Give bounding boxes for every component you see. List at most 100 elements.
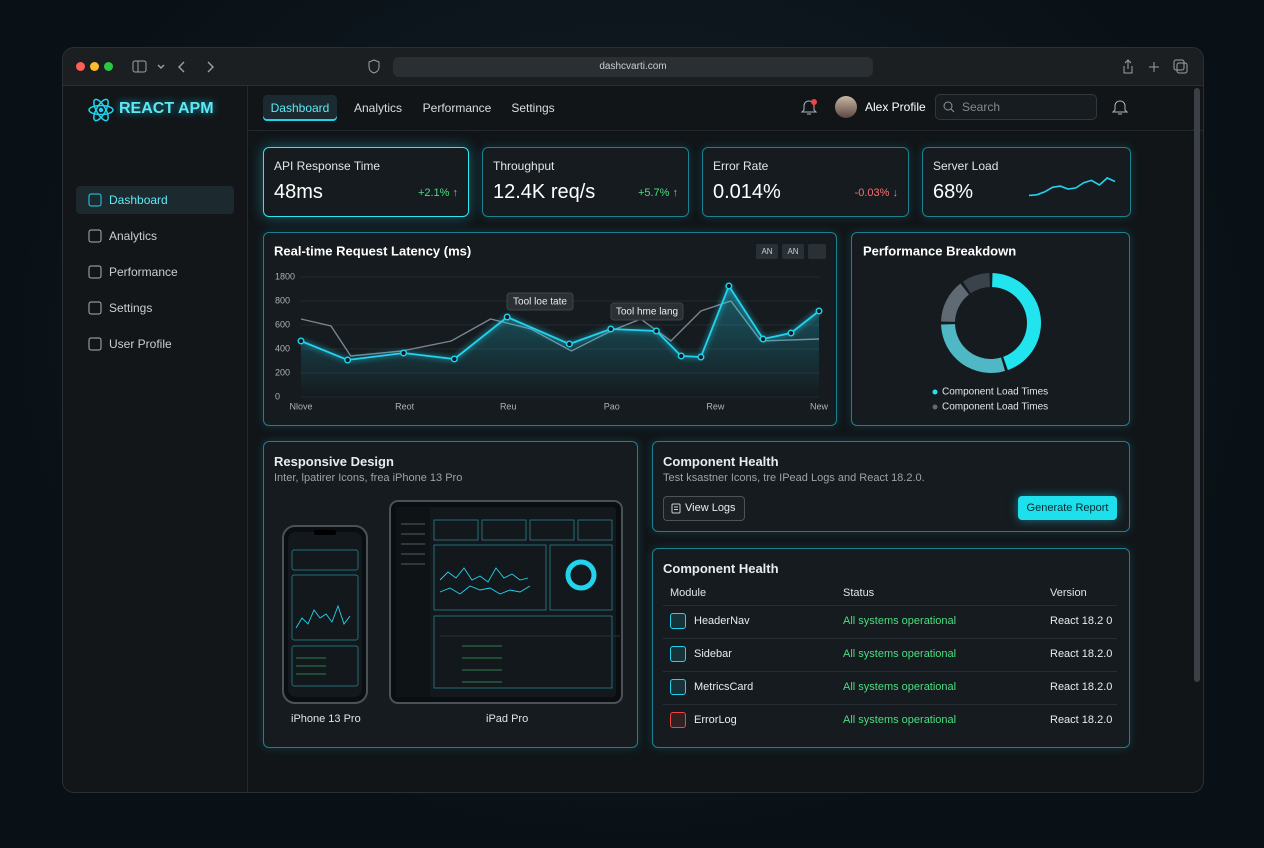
legend-swatch — [932, 404, 938, 410]
annotation: Tool hme lang — [616, 307, 678, 318]
nav-tab[interactable]: Settings — [511, 101, 555, 115]
data-point — [652, 327, 660, 335]
health-title: Component Health — [663, 454, 779, 469]
table-header: Module — [670, 587, 707, 599]
module-icon — [670, 646, 686, 662]
annotation-box — [506, 292, 574, 311]
sidebar-label: Performance — [109, 265, 178, 279]
latency-chart: Real-time Request Latency (ms) AN AN 0 200 40… — [274, 243, 829, 411]
module-icon — [670, 679, 686, 695]
health-text: Test ksastner Icons, tre IPead Logs and … — [663, 472, 925, 484]
chart-control[interactable] — [756, 244, 778, 259]
metric-delta: +5.7% ↑ — [637, 187, 678, 199]
shield-icon — [368, 59, 380, 74]
latency-card: Real-time Request Latency (ms) AN AN 0 200 40… — [263, 232, 837, 426]
search-icon — [943, 101, 955, 113]
metric-value: 0.014% — [713, 181, 781, 203]
table-header: Status — [843, 587, 875, 599]
data-point — [697, 353, 705, 361]
nav-tab[interactable]: Performance — [422, 101, 492, 115]
device-label: iPhone 13 Pro — [291, 713, 361, 725]
sidebar-icon — [88, 265, 102, 279]
data-point — [787, 329, 795, 337]
scrollbar[interactable] — [1194, 88, 1200, 682]
x-tick-label: Rew — [706, 401, 725, 411]
minimize[interactable] — [90, 62, 99, 71]
data-point — [815, 307, 823, 315]
annotation-box — [610, 302, 684, 321]
sidebar-item[interactable]: Dashboard — [76, 186, 234, 214]
data-point — [503, 313, 511, 321]
maximize[interactable] — [104, 62, 113, 71]
data-point — [677, 352, 685, 360]
nav-tab[interactable]: Dashboard — [263, 95, 337, 121]
table-cell: React 18.2.0 — [1050, 648, 1113, 660]
x-tick-label: Reu — [500, 401, 517, 411]
donut-segment — [962, 273, 990, 294]
donut-segment — [992, 273, 1042, 371]
metric-label: Server Load — [933, 159, 999, 173]
sidebar-item[interactable]: Performance — [76, 258, 234, 286]
x-tick-label: New — [810, 401, 829, 411]
table-cell: Sidebar — [694, 648, 732, 660]
sparkline-line — [1028, 177, 1116, 197]
sidebar-item[interactable]: Analytics — [76, 222, 234, 250]
row-divider — [663, 638, 1117, 639]
table-cell: HeaderNav — [694, 615, 750, 627]
table-card: Component Health Module Status Version Head… — [652, 548, 1130, 748]
sidebar-item[interactable]: User Profile — [76, 330, 234, 358]
react-logo — [88, 98, 114, 122]
url: dashcvarti.com — [599, 61, 667, 72]
logs-icon — [671, 503, 681, 514]
metric-delta: +2.1% ↑ — [417, 187, 458, 199]
table-cell: All systems operational — [843, 681, 957, 693]
view-logs-button[interactable]: View Logs — [663, 496, 745, 521]
donut-segment — [941, 324, 1006, 373]
data-point — [607, 325, 615, 333]
view-logs-label: View Logs — [685, 502, 736, 514]
breakdown-chart: Performance Breakdown Component Load Time… — [863, 243, 1048, 413]
row-divider — [663, 704, 1117, 705]
metric-card: Server Load 68% — [922, 147, 1131, 217]
sidebar-label: User Profile — [109, 337, 172, 351]
table-cell: React 18.2.0 — [1050, 714, 1113, 726]
legend-label: Component Load Times — [942, 402, 1048, 413]
url-bar[interactable]: dashcvarti.com — [393, 57, 873, 77]
generate-report-button[interactable]: Generate Report — [1018, 496, 1117, 520]
responsive-title: Responsive Design — [274, 454, 394, 469]
chart-control-label: AN — [761, 247, 772, 256]
data-point — [297, 337, 305, 345]
title-bar: dashcvarti.com — [63, 48, 1203, 86]
nav-icons — [132, 60, 214, 73]
data-point — [344, 356, 352, 364]
metric-label: Error Rate — [713, 159, 769, 173]
table-cell: All systems operational — [843, 615, 957, 627]
generate-report-label: Generate Report — [1026, 502, 1109, 514]
table-cell: React 18.2.0 — [1050, 681, 1113, 693]
metric-delta: -0.03% ↓ — [854, 187, 898, 199]
row-divider — [663, 671, 1117, 672]
health-card: Component Health Test ksastner Icons, tr… — [652, 441, 1130, 532]
close[interactable] — [76, 62, 85, 71]
y-tick-label: 600 — [275, 319, 290, 329]
chart-control[interactable] — [782, 244, 804, 259]
data-point — [450, 355, 458, 363]
y-tick-label: 0 — [275, 391, 280, 401]
bell-icon[interactable] — [1111, 98, 1129, 118]
responsive-subtitle: Inter, lpatirer Icons, frea iPhone 13 Pr… — [274, 472, 463, 484]
window-icons — [1123, 59, 1188, 74]
user-name[interactable]: Alex Profile — [865, 100, 926, 114]
table-cell: All systems operational — [843, 714, 957, 726]
series-line — [300, 284, 820, 361]
notification-icon[interactable] — [800, 98, 818, 118]
metric-value: 68% — [933, 181, 974, 203]
avatar[interactable] — [835, 96, 857, 118]
breakdown-card: Performance Breakdown Component Load Time… — [851, 232, 1130, 426]
metric-card: API Response Time 48ms +2.1% ↑ — [263, 147, 469, 217]
x-tick-label: Reot — [395, 401, 415, 411]
nav-tab[interactable]: Analytics — [353, 101, 403, 115]
search-box[interactable]: Search — [935, 94, 1097, 120]
sidebar-item[interactable]: Settings — [76, 294, 234, 322]
data-point — [400, 349, 408, 357]
